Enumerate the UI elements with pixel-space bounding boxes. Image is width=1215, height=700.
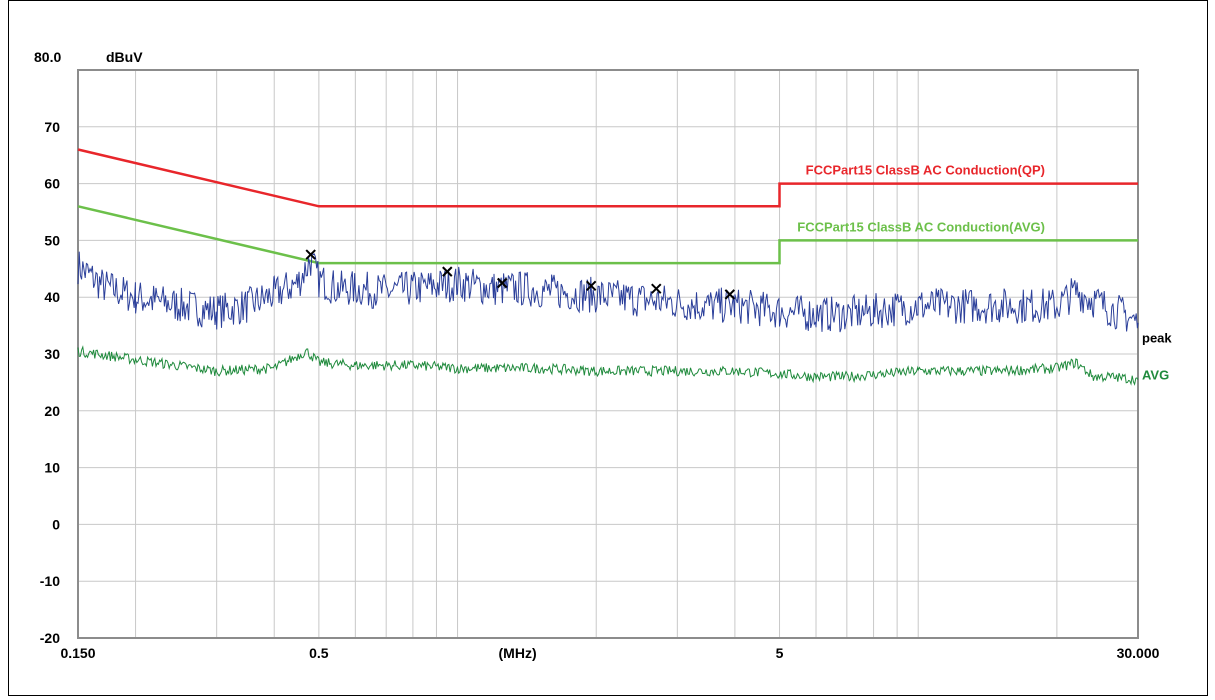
y-tick-label: 0 (52, 516, 60, 532)
peak-marker (442, 266, 453, 277)
series-line-0 (77, 148, 1138, 208)
marker-layer (305, 249, 736, 300)
series-line-3 (77, 345, 1139, 386)
peak-marker (651, 283, 662, 294)
y-tick-label: 20 (44, 403, 60, 419)
x-tick-label: 5 (776, 645, 784, 661)
peak-marker (585, 280, 597, 292)
y-tick-label: 70 (44, 119, 60, 135)
y-tick-label: 10 (44, 460, 60, 476)
x-tick-label: 30.000 (1117, 645, 1160, 661)
y-tick-label: -20 (40, 630, 60, 646)
chart-frame (8, 0, 1208, 696)
label-layer: 70 60 50 40 30 20 10 0 -10 -20 80.0 dBuV 0.150 0.5 (MH… (34, 49, 1172, 661)
x-tick-label: (MHz) (499, 645, 537, 661)
peak-marker (305, 249, 316, 260)
y-tick-label: 50 (44, 232, 60, 248)
y-tick-label: 60 (44, 176, 60, 192)
avg-trace-label: AVG (1142, 368, 1169, 383)
series-layer (77, 148, 1139, 386)
series-line-1 (77, 205, 1138, 265)
x-tick-label: 0.5 (309, 645, 329, 661)
series-line-2 (77, 251, 1139, 333)
plot-border (77, 69, 1139, 639)
y-tick-label: 40 (44, 289, 60, 305)
peak-marker (496, 277, 508, 289)
qp-limit-label: FCCPart15 ClassB AC Conduction(QP) (806, 163, 1045, 178)
y-top-label: 80.0 (34, 49, 61, 65)
y-axis-unit: dBuV (106, 49, 143, 65)
y-tick-label: -10 (40, 573, 60, 589)
peak-marker (724, 289, 736, 300)
y-tick-label: 30 (44, 346, 60, 362)
avg-limit-label: FCCPart15 ClassB AC Conduction(AVG) (797, 219, 1045, 234)
peak-trace-label: peak (1142, 331, 1172, 346)
x-tick-label: 0.150 (60, 645, 95, 661)
